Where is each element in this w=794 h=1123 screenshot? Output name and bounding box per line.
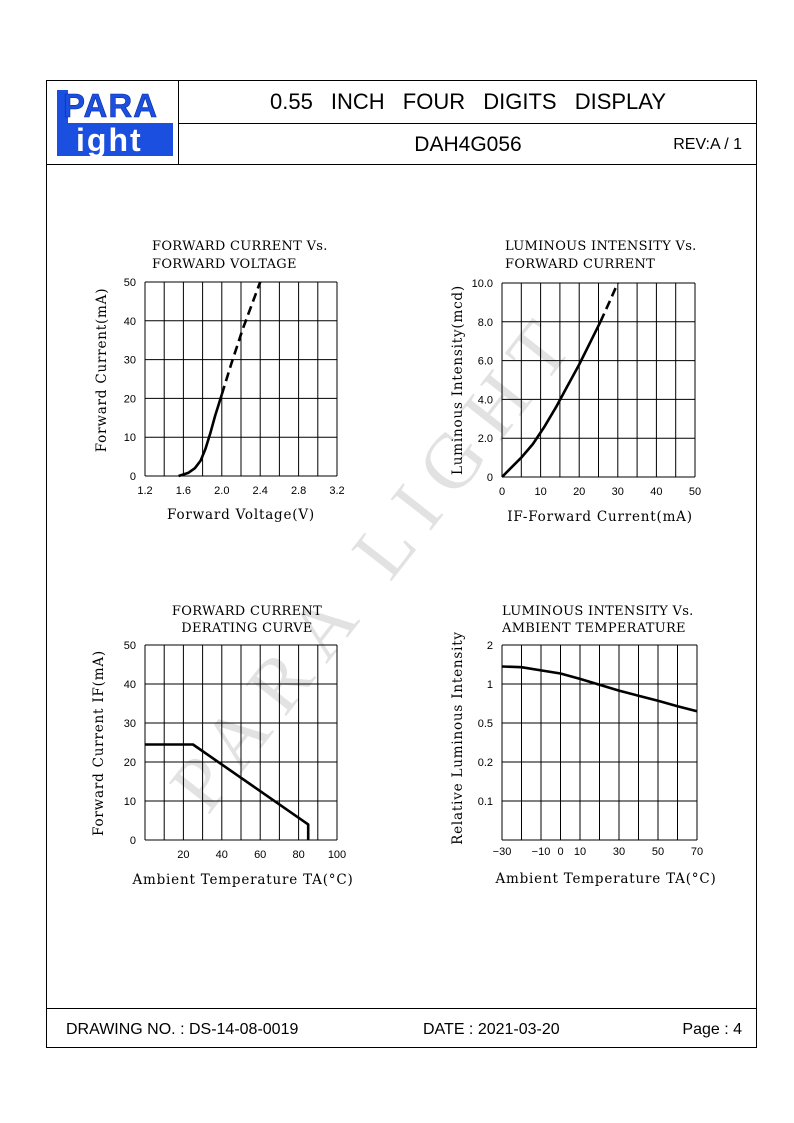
series-line-dashed: [599, 282, 619, 323]
x-axis-label: Forward Voltage(V): [167, 507, 315, 523]
x-tick-label: 2.8: [291, 485, 306, 497]
para-light-logo: PARA ight: [57, 87, 173, 157]
drawing-date: DATE : 2021-03-20: [423, 1021, 560, 1038]
x-tick-label: 100: [328, 849, 346, 861]
x-tick-label: 2.0: [214, 485, 229, 497]
chart-title-line: FORWARD VOLTAGE: [152, 257, 297, 272]
y-tick-label: 8.0: [478, 317, 493, 329]
y-tick-label: 6.0: [478, 356, 493, 368]
x-tick-label: 40: [650, 486, 662, 498]
x-tick-label: 30: [612, 486, 624, 498]
chart-fwd-current-vs-voltage: FORWARD CURRENT Vs. FORWARD VOLTAGE Forwar…: [94, 239, 345, 523]
y-tick-label: 50: [124, 640, 136, 652]
x-axis-label: Ambient Temperature TA(°C): [131, 872, 353, 888]
y-tick-label: 0.2: [478, 757, 493, 769]
x-axis-label: IF-Forward Current(mA): [507, 509, 693, 525]
x-tick-label: 0: [557, 846, 563, 858]
x-tick-label: 2.4: [253, 485, 268, 497]
revision: REV:A / 1: [673, 136, 742, 153]
document-title: 0.55 INCH FOUR DIGITS DISPLAY: [269, 89, 666, 114]
y-tick-label: 0.1: [478, 796, 493, 808]
y-tick-label: 0: [130, 835, 136, 847]
y-tick-label: 40: [124, 679, 136, 691]
series-line-solid: [501, 665, 698, 713]
header-logo-divider: [178, 80, 179, 164]
y-tick-label: 30: [124, 718, 136, 730]
y-tick-label: 20: [124, 757, 136, 769]
y-tick-label: 0.5: [478, 718, 493, 730]
chart-title-line: LUMINOUS INTENSITY Vs.: [502, 604, 694, 619]
page-number: Page : 4: [682, 1021, 742, 1038]
x-tick-label: 3.2: [329, 485, 344, 497]
series-line-solid: [501, 321, 602, 478]
chart-title-line: FORWARD CURRENT: [172, 604, 322, 619]
x-tick-label: 60: [254, 849, 266, 861]
x-tick-label: 10: [534, 486, 546, 498]
chart-lum-intensity-vs-ambient: LUMINOUS INTENSITY Vs. AMBIENT TEMPERATUR…: [450, 604, 716, 887]
model-number: DAH4G056: [414, 133, 522, 156]
logo-graphic: PARA ight: [57, 87, 173, 157]
series-line-solid: [178, 394, 224, 478]
y-tick-label: 4.0: [478, 394, 493, 406]
x-tick-label: 70: [691, 846, 703, 858]
y-tick-label: 2.0: [478, 433, 493, 445]
y-tick-label: 0: [487, 472, 493, 484]
chart-title-line: FORWARD CURRENT Vs.: [152, 239, 328, 254]
y-tick-label: 1: [487, 679, 493, 691]
x-tick-label: 50: [689, 486, 701, 498]
y-tick-label: 20: [124, 393, 136, 405]
chart-title-line: AMBIENT TEMPERATURE: [501, 621, 686, 636]
y-tick-label: 30: [124, 355, 136, 367]
chart-title-line: LUMINOUS INTENSITY Vs.: [505, 239, 697, 254]
logo-top-bg: [57, 87, 173, 119]
x-tick-label: 20: [573, 486, 585, 498]
header-bottom-rule: [46, 164, 757, 165]
chart-title-line: DERATING CURVE: [181, 621, 312, 636]
x-tick-label: 30: [613, 846, 625, 858]
y-tick-label: 0: [130, 471, 136, 483]
series-line-dashed: [220, 281, 262, 395]
y-axis-label: Relative Luminous Intensity: [450, 631, 466, 845]
logo-top-text: PARA: [63, 87, 158, 124]
y-tick-label: 10: [124, 432, 136, 444]
chart-lum-intensity-vs-fwd-current: LUMINOUS INTENSITY Vs. FORWARD CURRENT IF-…: [450, 239, 701, 525]
y-tick-label: 50: [124, 277, 136, 289]
chart-title-line: FORWARD CURRENT: [505, 257, 655, 272]
x-tick-label: 80: [292, 849, 304, 861]
y-tick-label: 10.0: [472, 278, 493, 290]
y-axis-label: Luminous Intensity(mcd): [450, 285, 466, 475]
logo-bottom-text: ight: [76, 122, 143, 157]
chart-fwd-current-derating: FORWARD CURRENT DERATING CURVE Ambient Tem…: [91, 604, 353, 888]
x-tick-label: −10: [532, 846, 551, 858]
x-tick-label: 40: [216, 849, 228, 861]
logo-bottom-bar: [68, 123, 173, 156]
header-mid-rule: [178, 123, 757, 124]
y-tick-label: 10: [124, 796, 136, 808]
logo-l-stem: [57, 90, 68, 156]
x-tick-label: 20: [177, 849, 189, 861]
x-tick-label: 50: [652, 846, 664, 858]
header-top-rule: [46, 80, 757, 81]
y-axis-label: Forward Current(mA): [94, 288, 110, 453]
x-tick-label: −30: [493, 846, 512, 858]
x-tick-label: 0: [499, 486, 505, 498]
y-tick-label: 40: [124, 316, 136, 328]
x-tick-label: 10: [574, 846, 586, 858]
series-line-solid: [145, 743, 310, 840]
y-tick-label: 2: [487, 640, 493, 652]
x-tick-label: 1.6: [176, 485, 191, 497]
footer-top-rule: [46, 1008, 757, 1009]
drawing-number: DRAWING NO. : DS-14-08-0019: [66, 1021, 299, 1038]
x-axis-label: Ambient Temperature TA(°C): [494, 871, 716, 887]
x-tick-label: 1.2: [137, 485, 152, 497]
y-axis-label: Forward Current IF(mA): [91, 650, 107, 836]
